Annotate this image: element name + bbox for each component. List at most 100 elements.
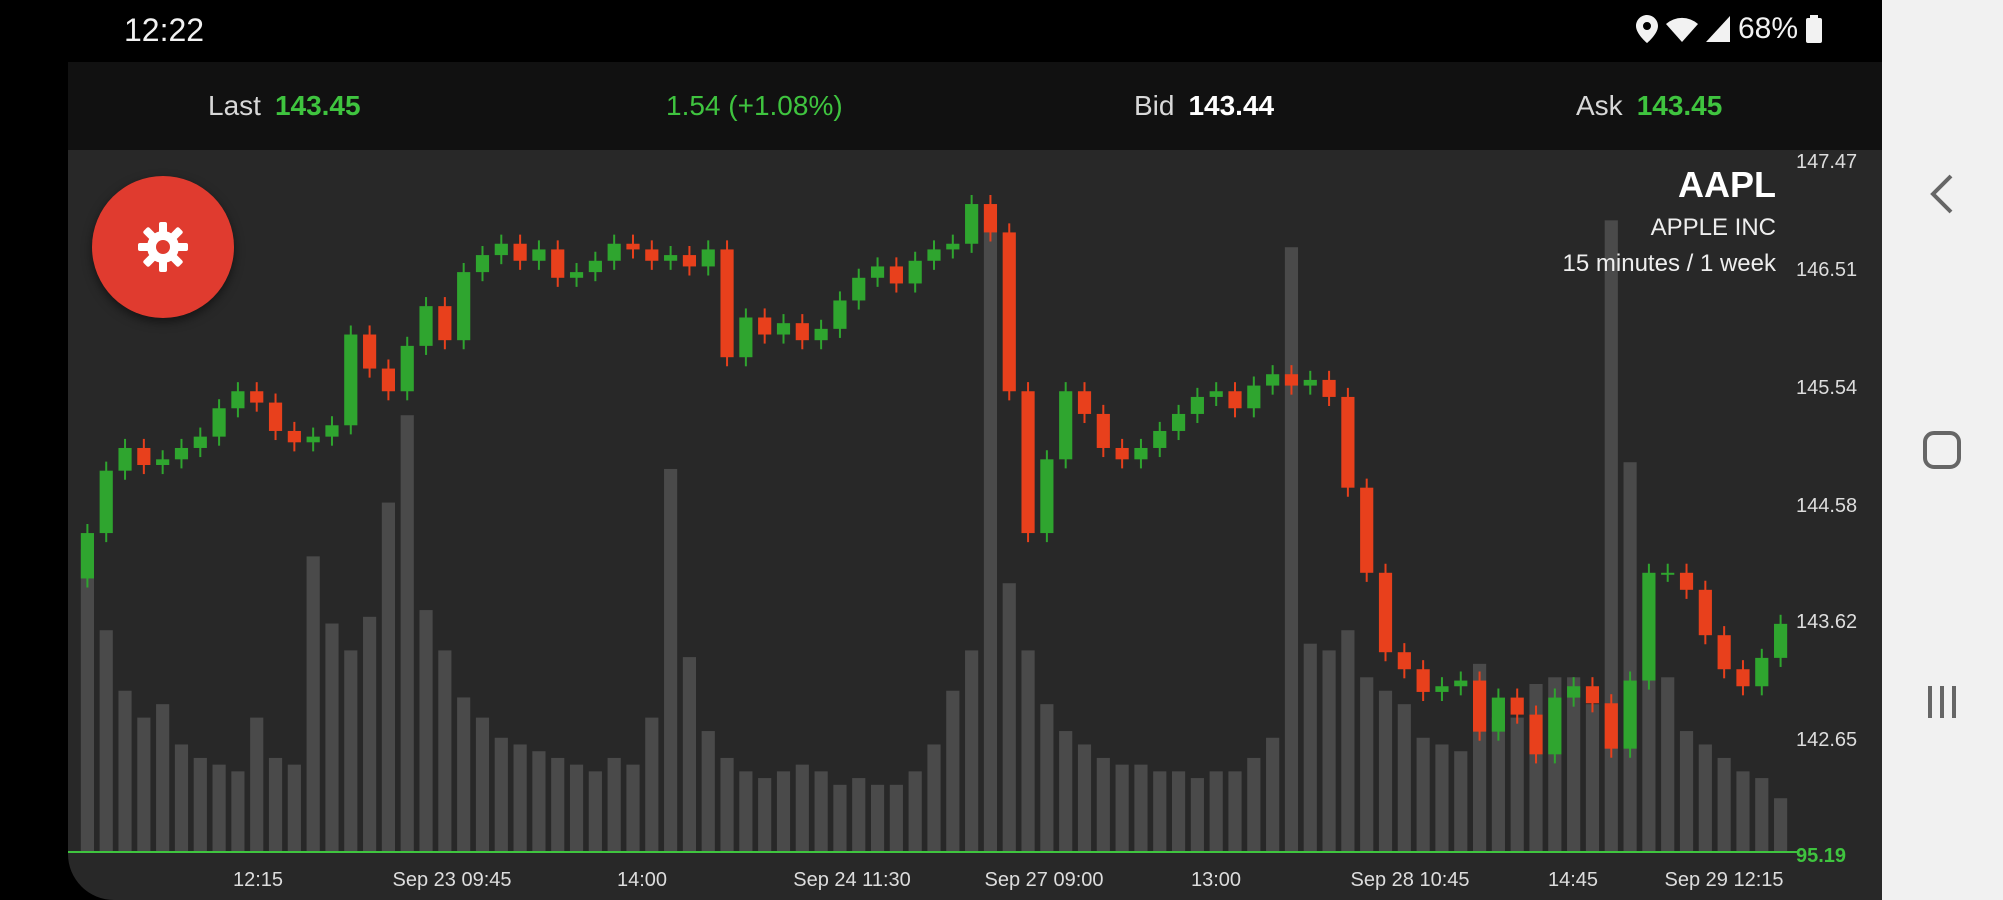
volume-bar <box>1303 643 1317 852</box>
candle-body <box>1717 635 1731 670</box>
back-icon <box>1930 174 1953 214</box>
volume-bar <box>1209 771 1223 852</box>
volume-bar <box>419 610 433 852</box>
last-price: Last 143.45 <box>208 90 361 122</box>
volume-bar <box>532 751 546 852</box>
candle-body <box>739 317 753 358</box>
volume-bar <box>1623 462 1637 852</box>
candle-body <box>325 425 339 437</box>
volume-bar <box>268 757 283 852</box>
gear-icon <box>138 222 188 272</box>
candle-body <box>250 391 264 403</box>
candle-body <box>1077 391 1092 414</box>
volume-bar <box>1736 771 1750 852</box>
candle-body <box>1247 385 1261 409</box>
candle-body <box>1134 447 1148 460</box>
candle-body <box>1284 374 1299 386</box>
status-bar: 12:22 68% <box>68 0 1882 62</box>
volume-bar <box>720 757 734 852</box>
candle-body <box>475 255 490 273</box>
x-tick-label: 14:45 <box>1548 869 1598 891</box>
volume-bar <box>1341 630 1355 852</box>
volume-bar <box>664 468 678 852</box>
recents-button[interactable] <box>1916 676 1968 728</box>
volume-bar <box>494 737 508 852</box>
ask-price: Ask 143.45 <box>1576 90 1722 122</box>
volume-bar <box>1247 757 1261 852</box>
volume-bar <box>739 771 753 852</box>
candle-body <box>1604 703 1618 749</box>
candle-body <box>927 249 941 261</box>
candle-body <box>1171 413 1186 431</box>
candle-body <box>80 533 94 579</box>
candle-body <box>588 260 602 273</box>
volume-bar <box>965 650 979 852</box>
candle-body <box>287 430 301 443</box>
candle-body <box>682 255 697 267</box>
candle-body <box>1774 623 1788 658</box>
volume-bar <box>193 757 207 852</box>
settings-button[interactable] <box>92 176 234 318</box>
candle-body <box>626 243 640 250</box>
location-icon <box>1635 15 1658 43</box>
candle-body <box>983 204 998 233</box>
y-tick-label: 147.47 <box>1796 151 1857 173</box>
candle-body <box>1397 652 1411 670</box>
volume-bar <box>363 616 377 852</box>
candle-body <box>363 334 377 369</box>
candle-body <box>551 249 565 278</box>
x-tick-label: 12:15 <box>233 869 283 891</box>
candle-body <box>852 277 866 301</box>
volume-bar <box>626 764 640 852</box>
y-tick-label: 144.58 <box>1796 495 1857 517</box>
wifi-icon <box>1665 17 1698 42</box>
volume-bar <box>438 650 452 852</box>
volume-bar <box>908 771 922 852</box>
home-button[interactable] <box>1916 424 1968 476</box>
ask-label: Ask <box>1576 90 1623 121</box>
candle-body <box>1303 379 1317 386</box>
candle-body <box>1679 572 1694 590</box>
x-tick-label: Sep 29 12:15 <box>1665 869 1784 891</box>
volume-bar <box>287 764 301 852</box>
candle-body <box>1755 657 1769 687</box>
volume-bar <box>1077 744 1092 852</box>
battery-percent: 68% <box>1737 12 1798 45</box>
candle-body <box>776 323 791 335</box>
last-label: Last <box>208 90 261 121</box>
volume-bar <box>1059 731 1073 852</box>
volume-bar <box>306 556 320 852</box>
status-icons: 68% <box>1635 12 1822 46</box>
candlestick-chart[interactable]: 147.47 146.51 145.54 144.58 143.62 142.65 95.1… <box>68 150 1882 900</box>
volume-bar <box>795 764 809 852</box>
volume-bar <box>870 784 885 852</box>
candle-body <box>306 436 320 443</box>
volume-bar <box>814 771 828 852</box>
candle-body <box>1190 396 1204 414</box>
candle-body <box>99 470 113 534</box>
back-button[interactable] <box>1916 168 1968 220</box>
chart-interval: 15 minutes / 1 week <box>1562 250 1776 277</box>
chart-area[interactable]: 147.47 146.51 145.54 144.58 143.62 142.65 95.1… <box>68 150 1882 900</box>
candle-body <box>212 408 226 437</box>
candle-body <box>1378 572 1393 653</box>
candle-body <box>720 249 734 358</box>
volume-bar <box>156 704 170 852</box>
y-tick-label: 143.62 <box>1796 611 1857 633</box>
volume-bar <box>1755 778 1769 852</box>
quote-bar: Last 143.45 1.54 (+1.08%) Bid 143.44 Ask 14… <box>68 62 1882 150</box>
volume-bar <box>1491 717 1505 852</box>
candle-body <box>1548 697 1562 755</box>
volume-bar <box>1171 771 1186 852</box>
candle-body <box>156 459 170 465</box>
volume-bar <box>1266 737 1280 852</box>
candle-body <box>457 272 471 341</box>
candle-body <box>231 391 245 409</box>
volume-bar <box>1585 704 1600 852</box>
volume-bar <box>607 757 621 852</box>
volume-bar <box>1228 771 1242 852</box>
candle-body <box>1491 697 1505 732</box>
volume-bar <box>118 690 132 852</box>
candle-body <box>1472 680 1487 732</box>
candle-body <box>946 243 960 250</box>
